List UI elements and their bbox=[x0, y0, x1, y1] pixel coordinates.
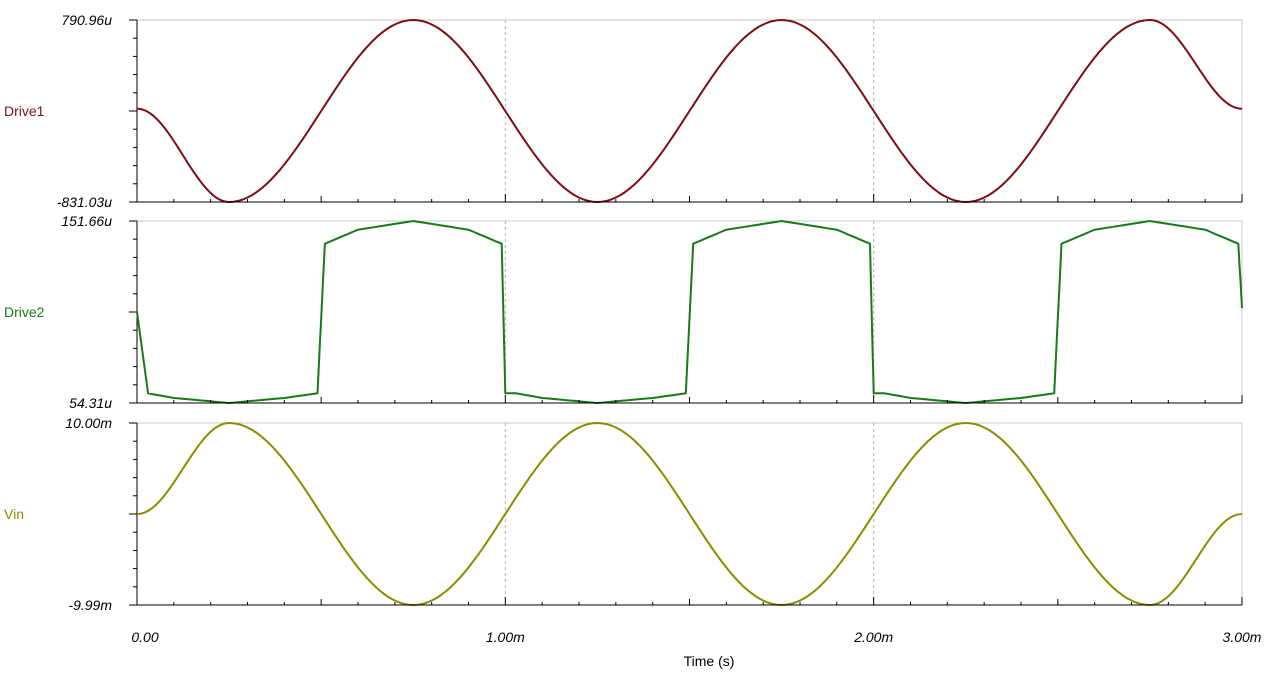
y-min-label: 54.31u bbox=[69, 395, 112, 411]
y-max-label: 10.00m bbox=[65, 415, 112, 431]
series-line-drive1 bbox=[136, 19, 1243, 203]
series-line-drive2 bbox=[136, 220, 1243, 404]
x-tick-label: 2.00m bbox=[853, 629, 893, 645]
panel-vin: 10.00m -9.99m Vin bbox=[4, 415, 1243, 613]
series-name-drive1: Drive1 bbox=[4, 103, 45, 119]
panel-drive1: 790.96u -831.03u Drive1 bbox=[4, 12, 1243, 210]
chart-panels: 790.96u -831.03u Drive1 151.66u 54.31u Drive2… bbox=[4, 12, 1243, 613]
y-max-label: 790.96u bbox=[61, 12, 112, 28]
series-line-vin bbox=[136, 422, 1243, 606]
x-axis-label: Time (s) bbox=[684, 653, 735, 669]
y-min-label: -9.99m bbox=[68, 597, 112, 613]
panel-drive2: 151.66u 54.31u Drive2 bbox=[4, 213, 1243, 411]
x-tick-label: 3.00m bbox=[1223, 629, 1262, 645]
y-min-label: -831.03u bbox=[57, 194, 112, 210]
x-tick-label: 1.00m bbox=[486, 629, 525, 645]
series-name-drive2: Drive2 bbox=[4, 304, 45, 320]
y-max-label: 151.66u bbox=[61, 213, 112, 229]
x-axis: 0.00 1.00m 2.00m 3.00m bbox=[131, 629, 1261, 645]
x-tick-label: 0.00 bbox=[131, 629, 158, 645]
series-name-vin: Vin bbox=[4, 506, 24, 522]
